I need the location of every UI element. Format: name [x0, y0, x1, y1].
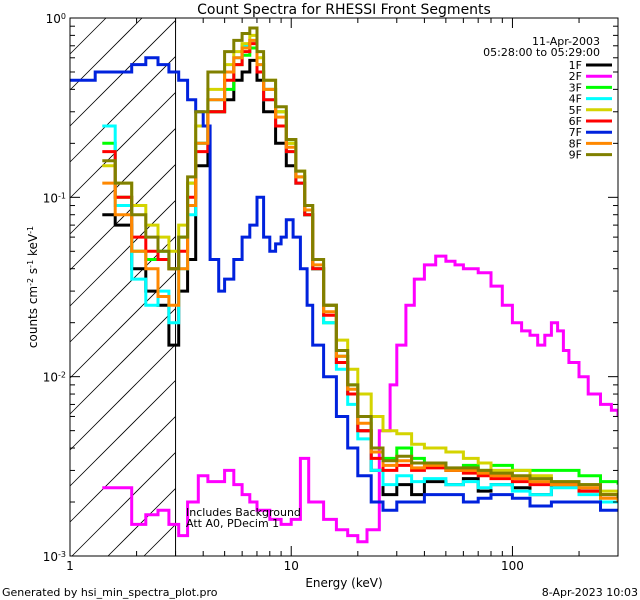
below-threshold-hatch: [69, 17, 176, 557]
hatch-line: [69, 92, 176, 199]
hatch-line: [107, 488, 176, 557]
legend-label-3F: 3F: [569, 81, 582, 94]
x-tick-label: 100: [501, 559, 524, 573]
hatch-line: [69, 272, 176, 379]
hatch-line: [69, 128, 176, 235]
y-tick-label: 10-3: [43, 550, 66, 565]
hatch-line: [69, 344, 176, 451]
legend-label-8F: 8F: [569, 137, 582, 150]
x-axis-label: Energy (keV): [305, 576, 382, 590]
hatch-line: [69, 164, 176, 271]
y-tick-label: 10-1: [43, 191, 66, 206]
hatch-line: [71, 452, 176, 557]
legend-label-7F: 7F: [569, 126, 582, 139]
y-tick-label: 10-2: [43, 370, 66, 385]
hatch-line: [69, 17, 107, 55]
annotation-attenuator: Att A0, PDecim 1: [186, 517, 279, 530]
footer-timestamp: 8-Apr-2023 10:03: [542, 586, 638, 599]
series-group: [70, 26, 618, 544]
hatch-line: [69, 308, 176, 415]
hatch-line: [69, 380, 176, 487]
legend-label-2F: 2F: [569, 70, 582, 83]
date-label: 11-Apr-2003: [532, 35, 600, 48]
hatch-line: [143, 524, 176, 557]
hatch-line: [69, 56, 176, 163]
legend-label-1F: 1F: [569, 59, 582, 72]
legend-label-5F: 5F: [569, 104, 582, 117]
time-range-label: 05:28:00 to 05:29:00: [483, 46, 600, 59]
plot-frame: [69, 17, 619, 557]
series-9F: [102, 26, 618, 499]
annotation-background: Includes Background: [186, 506, 301, 519]
hatch-line: [69, 17, 143, 91]
legend-label-4F: 4F: [569, 93, 582, 106]
series-7F: [70, 56, 618, 512]
x-tick-label: 10: [284, 559, 299, 573]
hatch-line: [69, 200, 176, 307]
y-axis-label: counts cm-2 s-1 keV-1: [26, 226, 41, 348]
legend-label-6F: 6F: [569, 115, 582, 128]
y-tick-label: 100: [46, 12, 66, 27]
x-tick-label: 1: [66, 559, 74, 573]
series-8F: [102, 38, 618, 502]
legend-label-9F: 9F: [569, 149, 582, 162]
footer-generated-by: Generated by hsi_min_spectra_plot.pro: [2, 586, 218, 599]
axis-ticks: 10 100 1 100 10-1 10-2 10-3: [43, 12, 619, 573]
chart-title: Count Spectra for RHESSI Front Segments: [197, 2, 491, 18]
series-2F: [102, 254, 618, 544]
hatch-line: [69, 416, 176, 523]
